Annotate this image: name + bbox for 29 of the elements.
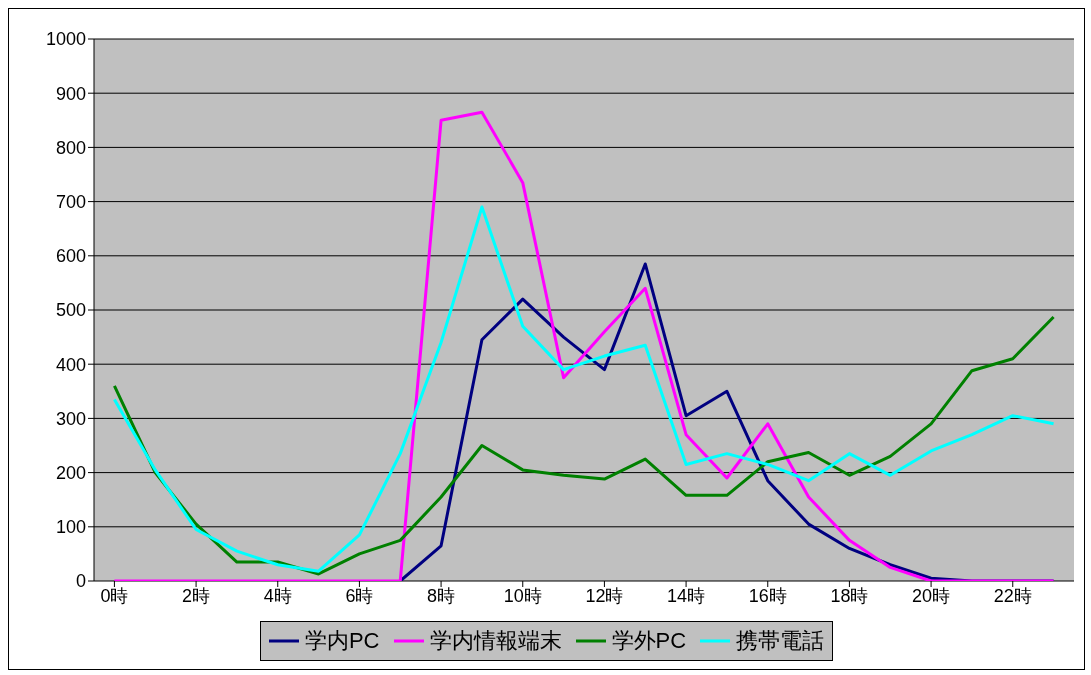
y-tick-label: 300	[55, 408, 86, 429]
y-tick-label: 1000	[45, 29, 86, 50]
x-tick-label: 2時	[182, 585, 211, 606]
legend-label: 学外PC	[611, 627, 687, 655]
y-tick-label: 200	[55, 462, 86, 483]
y-tick-label: 600	[55, 246, 86, 267]
y-tick-label: 900	[55, 83, 86, 104]
legend-label: 携帯電話	[736, 627, 825, 655]
x-tick-label: 14時	[667, 585, 706, 606]
y-tick-label: 100	[55, 517, 86, 538]
legend-label: 学内PC	[304, 627, 380, 655]
x-tick-label: 22時	[993, 585, 1032, 606]
x-tick-label: 18時	[830, 585, 869, 606]
x-tick-label: 12時	[585, 585, 624, 606]
x-tick-label: 4時	[263, 585, 292, 606]
y-tick-label: 500	[55, 300, 86, 321]
x-tick-label: 16時	[748, 585, 787, 606]
y-tick-label: 700	[55, 191, 86, 212]
legend-label: 学内情報端末	[429, 627, 562, 655]
x-tick-label: 6時	[345, 585, 374, 606]
x-tick-label: 10時	[503, 585, 542, 606]
line-series	[112, 110, 1056, 581]
y-tick-label: 800	[55, 137, 86, 158]
x-tick-label: 8時	[427, 585, 456, 606]
y-tick-label: 400	[55, 354, 86, 375]
y-tick-label: 0	[75, 571, 86, 592]
x-tick-label: 0時	[100, 585, 129, 606]
x-tick-label: 20時	[912, 585, 951, 606]
line-series	[112, 205, 1056, 573]
